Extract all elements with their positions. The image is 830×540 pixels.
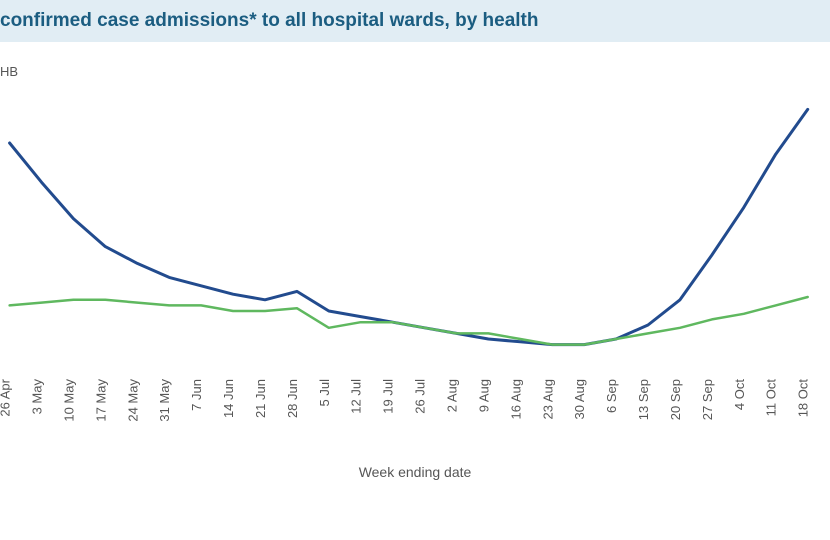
- x-tick-label: 16 Aug: [508, 379, 523, 420]
- x-tick-label: 24 May: [125, 379, 140, 422]
- x-tick-label: 27 Sep: [700, 379, 715, 420]
- x-tick-label: 19 Jul: [381, 379, 396, 414]
- x-tick-label: 18 Oct: [796, 379, 811, 418]
- x-tick-label: 5 Jul: [317, 379, 332, 407]
- x-tick-label: 26 Apr: [0, 378, 13, 416]
- legend-label: HB: [0, 64, 18, 79]
- x-tick-label: 10 May: [61, 379, 76, 422]
- x-tick-label: 4 Oct: [732, 379, 747, 410]
- x-axis-label: Week ending date: [359, 464, 472, 480]
- x-tick-label: 9 Aug: [476, 379, 491, 412]
- x-tick-label: 3 May: [30, 379, 45, 415]
- x-tick-label: 31 May: [157, 379, 172, 422]
- x-tick-label: 30 Aug: [572, 379, 587, 420]
- line-chart: 26 Apr 3 May 10 May 17 May 24 May 31 May 7 Jun…: [0, 87, 830, 527]
- x-tick-label: 20 Sep: [668, 379, 683, 420]
- x-tick-label: 11 Oct: [764, 379, 779, 417]
- x-tick-label: 28 Jun: [285, 379, 300, 418]
- chart-title-text: confirmed case admissions* to all hospit…: [0, 10, 539, 31]
- x-tick-label: 21 Jun: [253, 379, 268, 418]
- chart-title: confirmed case admissions* to all hospit…: [0, 0, 830, 42]
- x-tick-label: 13 Sep: [636, 379, 651, 420]
- legend-fragment: HB: [0, 64, 830, 79]
- x-tick-label: 23 Aug: [540, 379, 555, 420]
- line-series-blue: [10, 109, 808, 344]
- x-tick-label: 26 Jul: [413, 379, 428, 414]
- x-tick-label: 2 Aug: [445, 379, 460, 412]
- x-tick-label: 6 Sep: [604, 379, 619, 413]
- x-tick-label: 14 Jun: [221, 379, 236, 418]
- x-tick-label: 12 Jul: [349, 379, 364, 414]
- x-tick-label: 7 Jun: [189, 379, 204, 411]
- chart-svg: 26 Apr 3 May 10 May 17 May 24 May 31 May 7 Jun…: [0, 87, 830, 527]
- x-tick-label: 17 May: [93, 379, 108, 422]
- line-series-green: [10, 297, 808, 345]
